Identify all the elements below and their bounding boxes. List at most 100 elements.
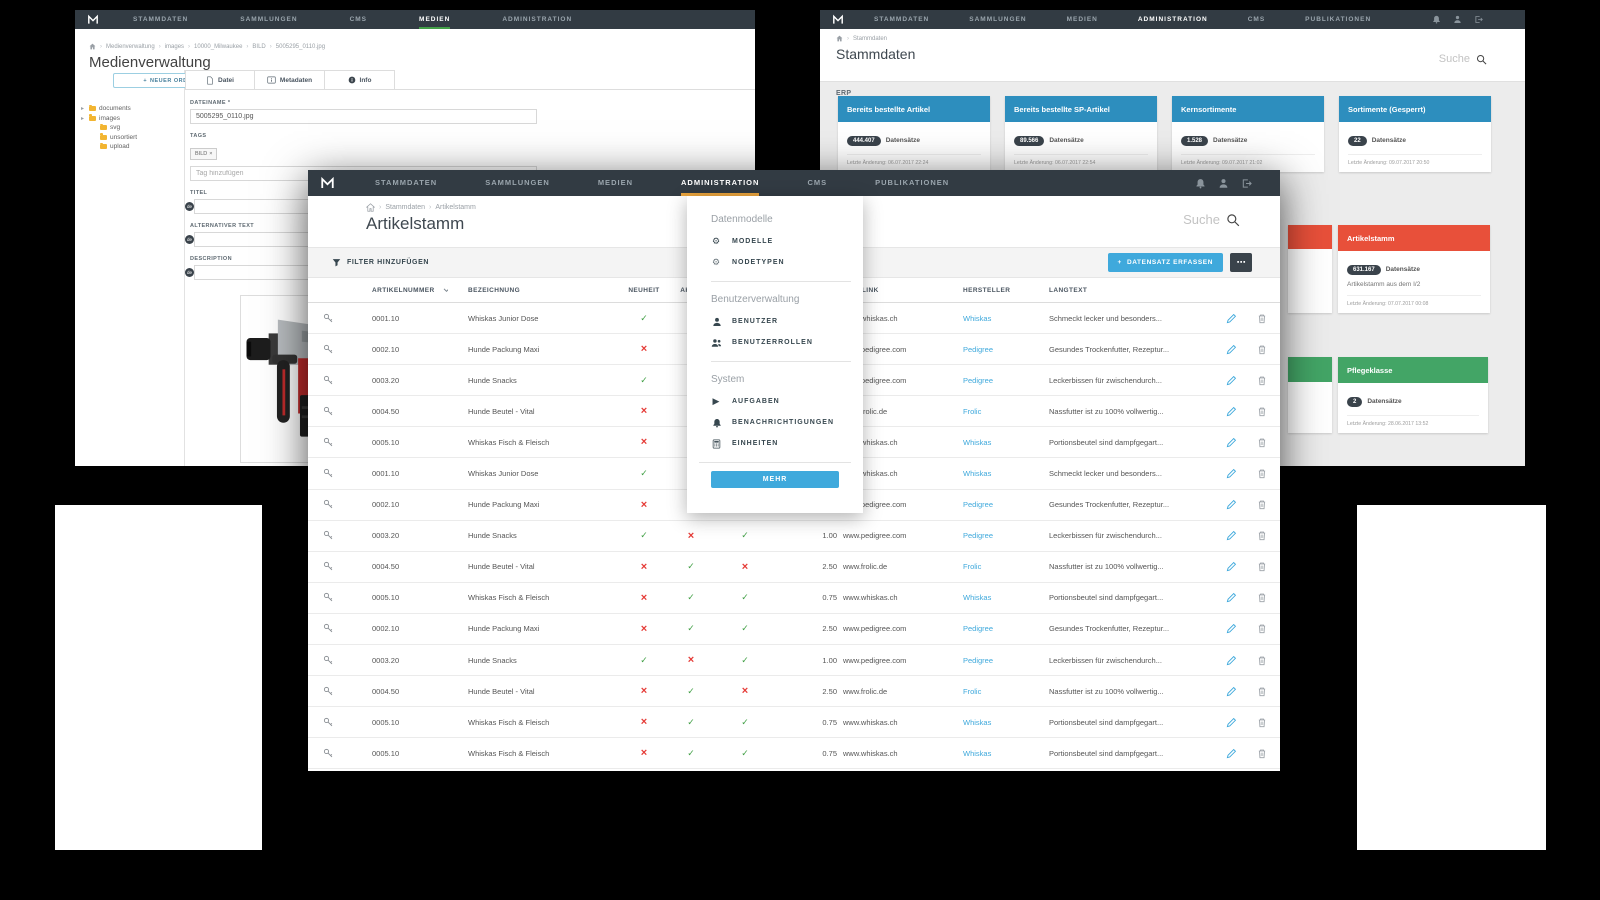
cell-hersteller[interactable]: Whiskas xyxy=(963,437,992,447)
tree-item[interactable]: ▸ unsortiert xyxy=(81,133,182,143)
nav-item[interactable]: ADMINISTRATION xyxy=(502,16,573,23)
edit-icon[interactable] xyxy=(1226,592,1237,603)
search-icon[interactable] xyxy=(1476,54,1487,65)
nav-item[interactable]: PUBLIKATIONEN xyxy=(1305,16,1372,23)
cell-hersteller[interactable]: Pedigree xyxy=(963,531,994,541)
dashboard-card-pflegeklasse[interactable]: Pflegeklasse 2 Datensätze Letzte Änderung… xyxy=(1338,357,1488,433)
cell-hersteller[interactable]: Pedigree xyxy=(963,624,994,634)
menu-item-benachrichtigungen[interactable]: BENACHRICHTIGUNGEN xyxy=(687,412,863,433)
edit-icon[interactable] xyxy=(1226,499,1237,510)
more-options-button[interactable]: ⋯ xyxy=(1230,253,1252,272)
cell-weblink[interactable]: www.pedigree.com xyxy=(843,375,907,385)
table-row[interactable]: 0003.20 Hunde Snacks ✓ × ✓ 1.00 www.pedi… xyxy=(308,520,1280,552)
tab-info[interactable]: Info xyxy=(325,70,395,89)
edit-icon[interactable] xyxy=(1226,686,1237,697)
cell-hersteller[interactable]: Frolic xyxy=(963,686,982,696)
delete-icon[interactable] xyxy=(1257,561,1267,572)
edit-icon[interactable] xyxy=(1226,623,1237,634)
dateiname-input[interactable] xyxy=(190,109,537,124)
cell-weblink[interactable]: www.whiskas.ch xyxy=(843,313,898,323)
cell-hersteller[interactable]: Frolic xyxy=(963,406,982,416)
nav-item[interactable]: STAMMDATEN xyxy=(375,178,438,187)
delete-icon[interactable] xyxy=(1257,437,1267,448)
edit-icon[interactable] xyxy=(1226,468,1237,479)
edit-icon[interactable] xyxy=(1226,717,1237,728)
tag-chip[interactable]: BILD × xyxy=(190,148,218,160)
delete-icon[interactable] xyxy=(1257,313,1267,324)
edit-icon[interactable] xyxy=(1226,655,1237,666)
delete-icon[interactable] xyxy=(1257,748,1267,759)
tab-metadaten[interactable]: Metadaten xyxy=(255,70,325,89)
breadcrumb-item[interactable]: Stammdaten xyxy=(853,35,888,42)
app-logo[interactable] xyxy=(832,14,844,26)
column-header-hersteller[interactable]: HERSTELLER xyxy=(963,286,1011,294)
cell-hersteller[interactable]: Whiskas xyxy=(963,313,992,323)
nav-item[interactable]: MEDIEN xyxy=(597,178,633,187)
app-logo[interactable] xyxy=(87,14,99,26)
delete-icon[interactable] xyxy=(1257,717,1267,728)
logout-icon[interactable] xyxy=(1474,15,1483,24)
cell-hersteller[interactable]: Pedigree xyxy=(963,375,994,385)
edit-icon[interactable] xyxy=(1226,344,1237,355)
delete-icon[interactable] xyxy=(1257,592,1267,603)
home-icon[interactable] xyxy=(836,35,843,42)
tree-caret-icon[interactable]: ▸ xyxy=(81,115,85,122)
edit-icon[interactable] xyxy=(1226,561,1237,572)
home-icon[interactable] xyxy=(89,43,96,50)
search-icon[interactable] xyxy=(1226,213,1240,227)
cell-weblink[interactable]: www.whiskas.ch xyxy=(843,748,898,758)
breadcrumb-item[interactable]: Stammdaten xyxy=(385,204,426,211)
search[interactable]: Suche xyxy=(1439,53,1487,65)
cell-hersteller[interactable]: Whiskas xyxy=(963,717,992,727)
cell-hersteller[interactable]: Pedigree xyxy=(963,500,994,510)
table-row[interactable]: 0002.10 Hunde Packung Maxi × ✓ ✓ 2.50 ww… xyxy=(308,613,1280,646)
more-button[interactable]: MEHR xyxy=(711,471,839,488)
tree-item[interactable]: ▸ documents xyxy=(81,104,182,114)
menu-item-nodetypen[interactable]: ⚙ NODETYPEN xyxy=(711,257,785,267)
table-row[interactable]: 0005.10 Whiskas Fisch & Fleisch × ✓ ✓ 0.… xyxy=(308,707,1280,739)
cell-weblink[interactable]: www.pedigree.com xyxy=(843,500,907,510)
delete-icon[interactable] xyxy=(1257,375,1267,386)
edit-icon[interactable] xyxy=(1226,375,1237,386)
menu-item-modelle[interactable]: ⚙ MODELLE xyxy=(711,236,774,246)
edit-icon[interactable] xyxy=(1226,313,1237,324)
table-row[interactable]: 0005.10 Whiskas Fisch & Fleisch × ✓ ✓ 0.… xyxy=(308,582,1280,614)
nav-item[interactable]: CMS xyxy=(349,16,368,23)
delete-icon[interactable] xyxy=(1257,530,1267,541)
chip-remove-icon[interactable]: × xyxy=(209,151,213,157)
nav-item[interactable]: ADMINISTRATION xyxy=(681,170,759,196)
column-header-bezeichnung[interactable]: BEZEICHNUNG xyxy=(468,286,521,294)
nav-item[interactable]: SAMMLUNGEN xyxy=(240,16,298,23)
breadcrumb-item[interactable]: 5005295_0110.jpg xyxy=(275,43,326,50)
tree-item[interactable]: ▸ svg xyxy=(81,123,182,133)
cell-hersteller[interactable]: Frolic xyxy=(963,562,982,572)
user-icon[interactable] xyxy=(1218,178,1229,189)
tree-item[interactable]: ▸ upload xyxy=(81,142,182,152)
cell-weblink[interactable]: www.whiskas.ch xyxy=(843,469,898,479)
cell-weblink[interactable]: www.whiskas.ch xyxy=(843,437,898,447)
dashboard-card-artikelstamm[interactable]: Artikelstamm 631.167 Datensätze Artikelst… xyxy=(1338,225,1490,313)
breadcrumb-item[interactable]: BILD xyxy=(252,43,266,50)
delete-icon[interactable] xyxy=(1257,499,1267,510)
cell-weblink[interactable]: www.whiskas.ch xyxy=(843,717,898,727)
dashboard-card[interactable]: Sortimente (Gesperrt) 22 Datensätze Letzt… xyxy=(1339,96,1491,172)
sort-chevron-icon[interactable] xyxy=(443,287,448,293)
create-record-button[interactable]: + DATENSATZ ERFASSEN xyxy=(1107,253,1223,272)
dashboard-card[interactable]: Bereits bestellte SP-Artikel 89.566 Daten… xyxy=(1005,96,1157,172)
cell-hersteller[interactable]: Whiskas xyxy=(963,748,992,758)
cell-hersteller[interactable]: Whiskas xyxy=(963,593,992,603)
breadcrumb-item[interactable]: images xyxy=(164,43,185,50)
nav-item[interactable]: PUBLIKATIONEN xyxy=(875,178,950,187)
tab-datei[interactable]: Datei xyxy=(185,70,255,89)
cell-weblink[interactable]: www.pedigree.com xyxy=(843,531,907,541)
cell-hersteller[interactable]: Pedigree xyxy=(963,655,994,665)
breadcrumb-item[interactable]: Artikelstamm xyxy=(435,204,476,211)
nav-item[interactable]: ADMINISTRATION xyxy=(1137,16,1208,23)
home-icon[interactable] xyxy=(366,203,375,212)
delete-icon[interactable] xyxy=(1257,468,1267,479)
breadcrumb-item[interactable]: 10000_Milwaukee xyxy=(194,43,243,50)
search[interactable]: Suche xyxy=(1183,212,1240,227)
nav-item[interactable]: STAMMDATEN xyxy=(874,16,930,23)
nav-item[interactable]: SAMMLUNGEN xyxy=(969,16,1027,23)
delete-icon[interactable] xyxy=(1257,623,1267,634)
